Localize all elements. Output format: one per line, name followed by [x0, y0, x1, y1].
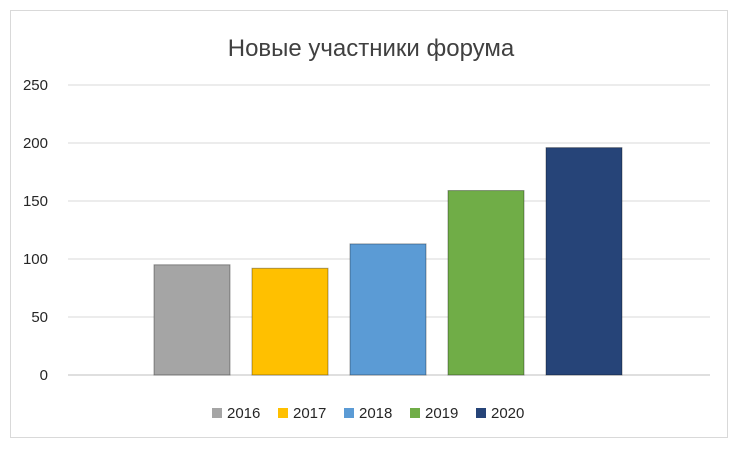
y-tick-label: 0	[40, 367, 48, 384]
legend-label-2018: 2018	[359, 405, 392, 422]
y-tick-label: 50	[31, 309, 48, 326]
y-axis-ticks: 0 50 100 150 200 250	[23, 77, 48, 384]
bar-2018	[349, 243, 427, 376]
bar-2017	[251, 267, 329, 376]
bar-2016	[153, 264, 231, 376]
legend-label-2017: 2017	[293, 405, 326, 422]
y-tick-label: 200	[23, 135, 48, 152]
y-tick-label: 250	[23, 77, 48, 94]
legend-swatch-2019	[410, 408, 420, 418]
y-tick-label: 100	[23, 251, 48, 268]
chart-title: Новые участники форума	[228, 35, 515, 62]
legend-label-2020: 2020	[491, 405, 524, 422]
legend-label-2016: 2016	[227, 405, 260, 422]
legend-swatch-2017	[278, 408, 288, 418]
y-tick-label: 150	[23, 193, 48, 210]
legend-swatch-2020	[476, 408, 486, 418]
legend-label-2019: 2019	[425, 405, 458, 422]
bar-2019	[447, 190, 525, 376]
legend: 2016 2017 2018 2019 2020	[212, 405, 524, 422]
bar-2020	[545, 147, 623, 376]
legend-swatch-2018	[344, 408, 354, 418]
bars	[153, 147, 623, 376]
legend-swatch-2016	[212, 408, 222, 418]
